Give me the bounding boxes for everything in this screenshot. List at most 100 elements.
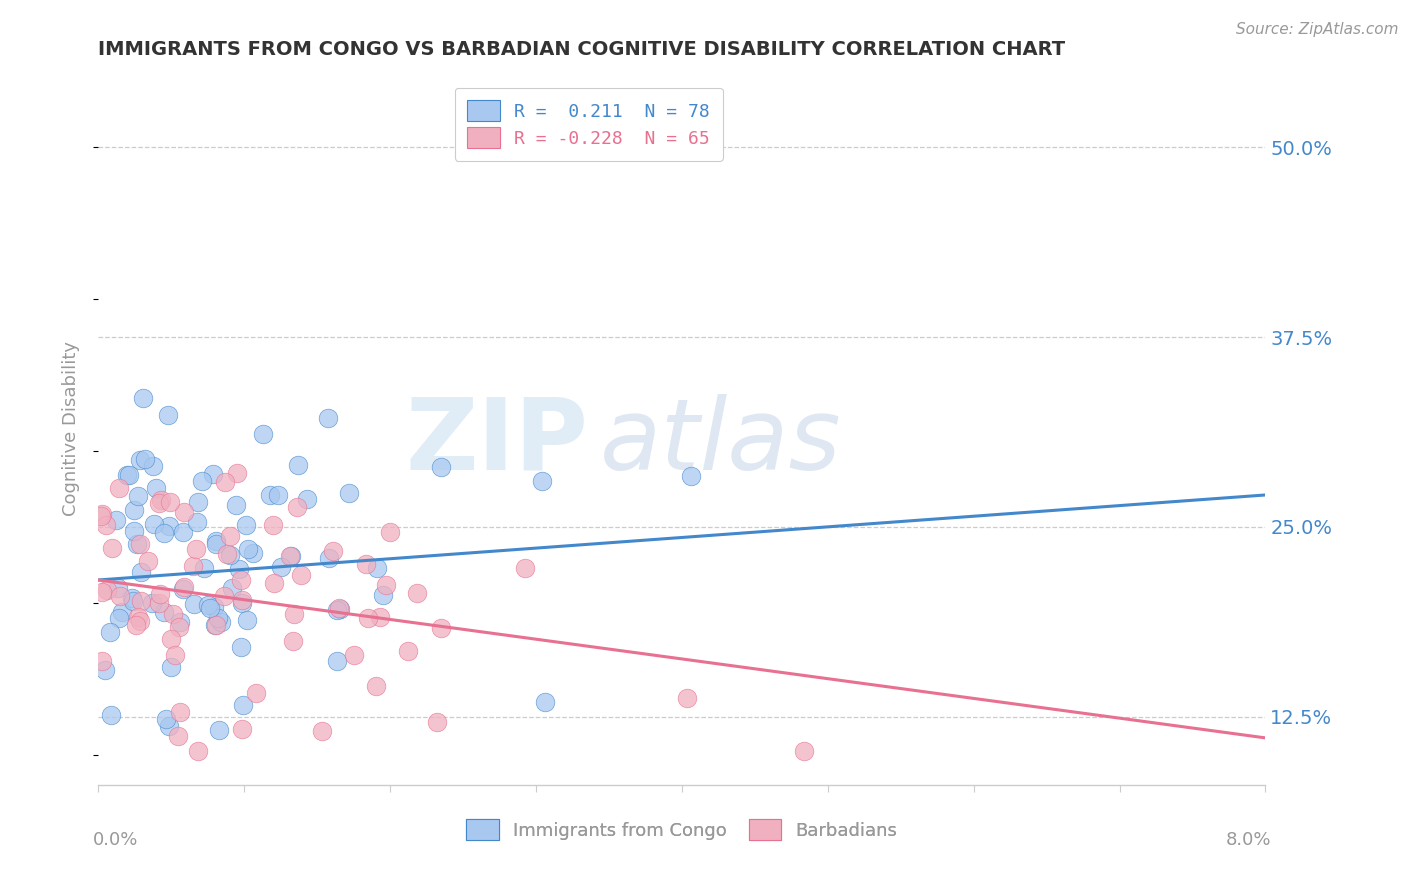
Point <box>235 518 257 533</box>
Point <box>145 481 167 495</box>
Point <box>129 614 152 628</box>
Point <box>215 548 238 562</box>
Point <box>219 548 242 562</box>
Point <box>328 601 350 615</box>
Point <box>337 485 360 500</box>
Point <box>225 498 247 512</box>
Point <box>172 524 194 539</box>
Point <box>263 575 285 590</box>
Point <box>160 632 183 647</box>
Text: atlas: atlas <box>600 394 842 491</box>
Point <box>205 617 228 632</box>
Point <box>111 605 134 619</box>
Point <box>152 605 174 619</box>
Point <box>311 724 333 739</box>
Point <box>429 621 451 635</box>
Point <box>232 698 254 713</box>
Point <box>118 467 141 482</box>
Point <box>231 640 253 655</box>
Point <box>374 578 396 592</box>
Point <box>129 566 152 580</box>
Point <box>378 525 401 540</box>
Point <box>534 695 557 709</box>
Point <box>169 705 191 719</box>
Point <box>163 648 186 663</box>
Point <box>105 513 128 527</box>
Point <box>278 549 301 563</box>
Point <box>91 507 114 521</box>
Point <box>368 609 391 624</box>
Point <box>122 524 145 538</box>
Text: 0.0%: 0.0% <box>93 831 138 849</box>
Point <box>148 596 170 610</box>
Point <box>329 602 352 616</box>
Point <box>322 544 344 558</box>
Point <box>343 648 366 662</box>
Point <box>316 411 339 425</box>
Point <box>193 560 215 574</box>
Point <box>157 719 180 733</box>
Point <box>285 500 308 514</box>
Point <box>231 593 253 607</box>
Point <box>187 744 209 758</box>
Point <box>318 550 340 565</box>
Point <box>204 618 226 632</box>
Point <box>218 529 240 543</box>
Point <box>270 560 292 574</box>
Point <box>283 633 305 648</box>
Point <box>129 594 152 608</box>
Point <box>121 591 143 606</box>
Point <box>129 537 152 551</box>
Point <box>98 625 121 640</box>
Legend: Immigrants from Congo, Barbadians: Immigrants from Congo, Barbadians <box>460 812 904 847</box>
Point <box>208 723 231 737</box>
Point <box>142 516 165 531</box>
Point <box>186 515 208 529</box>
Point <box>209 615 232 629</box>
Point <box>100 707 122 722</box>
Point <box>172 582 194 597</box>
Point <box>252 426 274 441</box>
Point <box>262 518 284 533</box>
Point <box>129 452 152 467</box>
Point <box>157 518 180 533</box>
Point <box>283 607 305 621</box>
Point <box>127 610 149 624</box>
Point <box>90 509 112 524</box>
Point <box>141 596 163 610</box>
Point <box>132 392 155 406</box>
Point <box>149 587 172 601</box>
Point <box>90 584 112 599</box>
Point <box>184 542 207 557</box>
Point <box>259 488 281 502</box>
Point <box>124 503 146 517</box>
Point <box>108 481 131 495</box>
Point <box>290 568 312 582</box>
Point <box>190 474 212 488</box>
Point <box>226 467 249 481</box>
Point <box>115 467 138 482</box>
Point <box>169 615 191 629</box>
Point <box>136 554 159 568</box>
Point <box>127 489 149 503</box>
Point <box>357 611 380 625</box>
Point <box>187 495 209 509</box>
Point <box>134 451 156 466</box>
Point <box>201 467 224 482</box>
Point <box>173 580 195 594</box>
Point <box>236 542 259 557</box>
Point <box>101 541 124 556</box>
Point <box>155 712 177 726</box>
Point <box>280 549 302 564</box>
Point <box>354 558 377 572</box>
Point <box>205 537 228 551</box>
Point <box>426 714 449 729</box>
Point <box>676 691 699 706</box>
Text: IMMIGRANTS FROM CONGO VS BARBADIAN COGNITIVE DISABILITY CORRELATION CHART: IMMIGRANTS FROM CONGO VS BARBADIAN COGNI… <box>98 39 1066 59</box>
Text: Source: ZipAtlas.com: Source: ZipAtlas.com <box>1236 22 1399 37</box>
Point <box>429 459 451 474</box>
Point <box>236 613 259 627</box>
Y-axis label: Cognitive Disability: Cognitive Disability <box>62 341 80 516</box>
Point <box>167 620 190 634</box>
Point <box>793 744 815 758</box>
